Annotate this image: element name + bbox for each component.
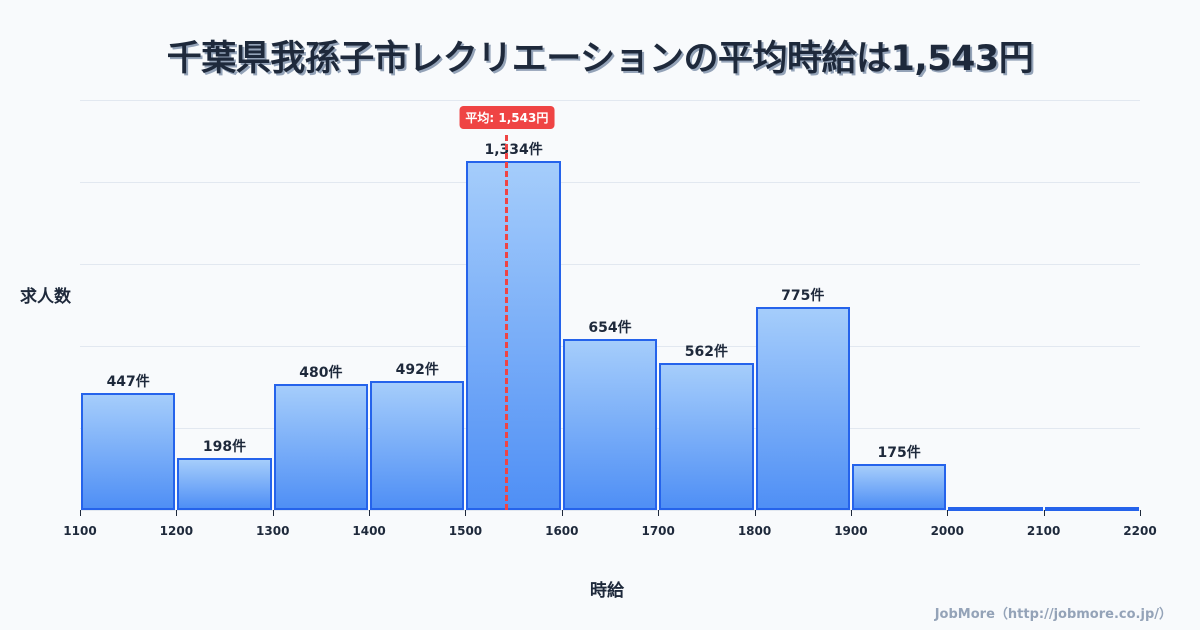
bar-value-label: 480件 <box>299 365 343 382</box>
x-tick <box>80 510 81 516</box>
credit-text: JobMore（http://jobmore.co.jp/） <box>934 607 1172 622</box>
x-tick <box>1140 510 1141 516</box>
gridline <box>80 182 1140 183</box>
bar-value-label: 492件 <box>395 362 439 379</box>
x-axis-label: 時給 <box>590 581 624 601</box>
x-tick <box>947 510 949 516</box>
x-tick-label: 1100 <box>63 524 97 538</box>
mean-badge: 平均: 1,543円 <box>459 106 555 129</box>
x-tick <box>658 510 660 516</box>
histogram-bar[interactable] <box>370 381 465 510</box>
x-tick <box>465 510 467 516</box>
x-tick-label: 1300 <box>256 524 290 538</box>
gridline <box>80 264 1140 265</box>
x-tick-label: 1700 <box>641 524 675 538</box>
bar-value-label: 198件 <box>202 439 247 456</box>
x-tick <box>850 510 852 516</box>
mean-line <box>505 135 509 510</box>
x-tick-label: 1200 <box>159 524 194 538</box>
bar-value-label: 1,334件 <box>484 141 543 158</box>
bar-value-label: 447件 <box>106 374 150 391</box>
x-tick <box>754 510 756 516</box>
histogram-bar[interactable] <box>1044 507 1139 511</box>
bar-value-label: 175件 <box>877 445 921 462</box>
bar-value-label: 654件 <box>588 319 632 336</box>
y-axis-label: 求人数 <box>20 287 71 307</box>
x-tick <box>561 510 563 516</box>
x-tick-label: 1900 <box>834 524 868 538</box>
bar-value-label: 562件 <box>684 343 728 360</box>
plot-area: 447件 198件 480件 492件 1,334件 654件 562件 775件 175件 11… <box>63 100 1157 538</box>
chart-title: 千葉県我孫子市レクリエーションの平均時給は1,543円 <box>166 39 1034 79</box>
histogram-bar[interactable] <box>755 307 850 510</box>
x-tick <box>272 510 274 516</box>
x-tick <box>1043 510 1045 516</box>
histogram-bar[interactable] <box>273 384 369 510</box>
x-tick-label: 1400 <box>352 524 386 538</box>
x-tick-label: 1500 <box>448 524 483 538</box>
x-tick-label: 2100 <box>1026 524 1061 538</box>
x-tick-label: 1800 <box>737 524 772 538</box>
gridline <box>80 100 1140 101</box>
histogram-bar[interactable] <box>81 393 176 510</box>
x-tick-label: 2000 <box>930 524 964 538</box>
x-tick <box>176 510 178 516</box>
x-tick-label: 1600 <box>545 524 579 538</box>
bar-value-label: 775件 <box>781 288 825 305</box>
gridline <box>80 510 1140 511</box>
histogram-bar[interactable] <box>177 458 272 510</box>
histogram-bar[interactable] <box>659 362 754 510</box>
histogram-bar[interactable] <box>466 160 561 510</box>
x-tick <box>369 510 371 516</box>
histogram-bar[interactable] <box>948 507 1043 511</box>
x-tick-label: 2200 <box>1123 524 1157 538</box>
histogram-bar[interactable] <box>562 338 658 510</box>
histogram-bar[interactable] <box>851 464 947 510</box>
